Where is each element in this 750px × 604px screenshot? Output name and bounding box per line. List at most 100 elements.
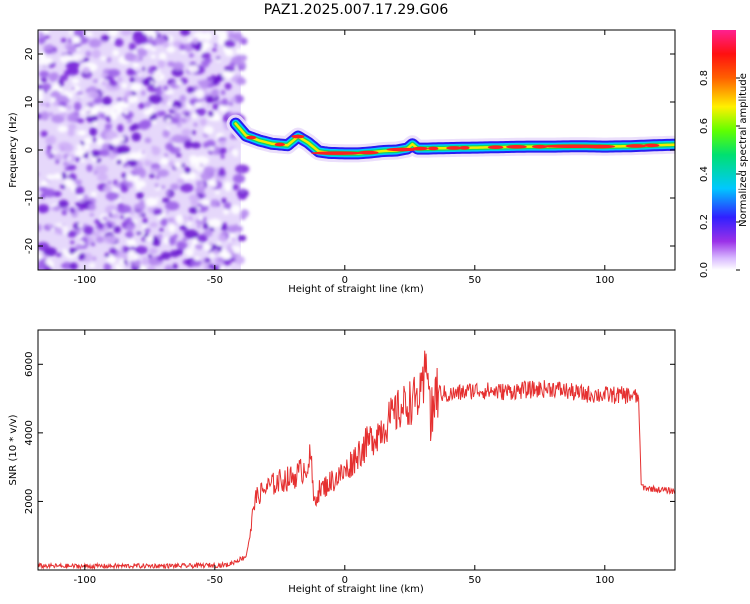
noise-speckle: [181, 128, 192, 137]
noise-speckle: [121, 82, 128, 89]
snr-y-tick-label: 2000: [24, 489, 35, 514]
noise-speckle: [109, 247, 118, 255]
colorbar-tick-label: 0.4: [699, 166, 710, 182]
noise-speckle: [223, 259, 232, 266]
noise-speckle: [174, 161, 182, 169]
noise-speckle: [136, 33, 149, 43]
noise-speckle: [152, 235, 158, 242]
noise-speckle: [230, 204, 241, 215]
noise-speckle: [149, 222, 158, 228]
noise-speckle: [132, 34, 140, 43]
noise-speckle: [127, 95, 139, 104]
noise-speckle: [213, 75, 222, 83]
spectrogram-y-label: Frequency (Hz): [8, 112, 19, 188]
noise-speckle: [46, 174, 55, 181]
noise-speckle: [150, 66, 158, 72]
noise-speckle: [187, 215, 194, 223]
noise-speckle: [141, 212, 146, 217]
noise-speckle: [63, 90, 69, 95]
noise-speckle: [212, 249, 219, 255]
noise-speckle: [144, 101, 152, 108]
noise-speckle: [61, 248, 68, 256]
noise-speckle: [144, 227, 151, 233]
noise-speckle: [59, 74, 68, 82]
ridge-hotspot: [446, 146, 462, 150]
spectrogram-x-tick-label: 50: [468, 275, 481, 286]
snr-x-ticks: -100 -50 0 50 100: [73, 330, 614, 586]
noise-speckle: [154, 83, 158, 88]
noise-speckle: [179, 30, 191, 36]
noise-speckle: [177, 101, 182, 108]
noise-speckle: [106, 255, 116, 264]
noise-speckle: [148, 94, 163, 104]
snr-y-tick-label: 4000: [24, 420, 35, 445]
noise-speckle: [101, 216, 108, 221]
noise-speckle: [133, 57, 142, 64]
spectrogram-x-ticks: -100 -50 0 50 100: [73, 30, 614, 286]
noise-speckle: [150, 47, 157, 52]
noise-speckle: [113, 226, 121, 234]
noise-speckle: [217, 30, 228, 38]
colorbar-gradient: [712, 30, 736, 270]
noise-speckle: [177, 123, 182, 128]
noise-speckle: [136, 48, 148, 57]
noise-speckle: [50, 98, 55, 103]
noise-speckle: [138, 102, 145, 110]
noise-speckle: [62, 207, 70, 212]
noise-speckle: [151, 145, 157, 149]
noise-speckle: [221, 98, 229, 107]
noise-speckle: [93, 104, 102, 112]
noise-speckle: [47, 152, 52, 157]
noise-speckle: [52, 51, 55, 55]
noise-speckle: [49, 112, 53, 117]
spectrogram-x-tick-label: -50: [207, 275, 223, 286]
noise-speckle: [60, 37, 67, 43]
noise-speckle: [114, 38, 124, 47]
noise-speckle: [184, 229, 199, 239]
noise-speckle: [107, 223, 113, 228]
noise-speckle: [38, 94, 44, 101]
noise-speckle: [155, 30, 159, 34]
noise-speckle: [121, 30, 130, 36]
noise-speckle: [106, 57, 112, 63]
noise-speckle: [220, 89, 226, 96]
noise-speckle: [170, 183, 180, 191]
noise-speckle: [190, 199, 199, 207]
noise-speckle: [74, 149, 86, 157]
colorbar-tick-label: 0.6: [699, 118, 710, 134]
noise-speckle: [216, 241, 222, 247]
noise-speckle: [83, 153, 89, 159]
noise-speckle: [79, 198, 85, 203]
noise-speckle: [164, 264, 174, 270]
noise-speckle: [40, 130, 48, 138]
noise-speckle: [203, 32, 213, 41]
noise-speckle: [104, 130, 118, 140]
ridge-hotspot: [643, 143, 660, 148]
noise-speckle: [88, 38, 102, 48]
noise-speckle: [156, 111, 164, 117]
noise-speckle: [207, 77, 212, 81]
noise-speckle: [131, 132, 142, 142]
noise-speckle: [75, 244, 84, 251]
snr-x-tick-label: 50: [468, 575, 481, 586]
noise-speckle: [204, 258, 211, 263]
noise-speckle: [125, 164, 130, 168]
noise-speckle: [219, 147, 227, 154]
noise-speckle: [108, 30, 119, 37]
ridge-hotspot: [487, 145, 504, 150]
noise-speckle: [199, 172, 213, 181]
spectrogram-y-tick-label: 20: [24, 48, 35, 61]
noise-speckle: [199, 118, 207, 126]
noise-speckle: [127, 159, 138, 167]
noise-speckle: [88, 153, 93, 158]
noise-speckle: [103, 235, 117, 244]
noise-speckle: [93, 170, 98, 175]
noise-speckle: [238, 222, 243, 227]
noise-speckle: [100, 56, 107, 61]
noise-speckle: [84, 31, 93, 37]
noise-speckle: [67, 164, 77, 171]
noise-speckle: [194, 243, 204, 250]
snr-y-ticks: 2000 4000 6000: [24, 352, 675, 514]
noise-speckle: [158, 52, 167, 62]
noise-speckle: [71, 86, 76, 91]
